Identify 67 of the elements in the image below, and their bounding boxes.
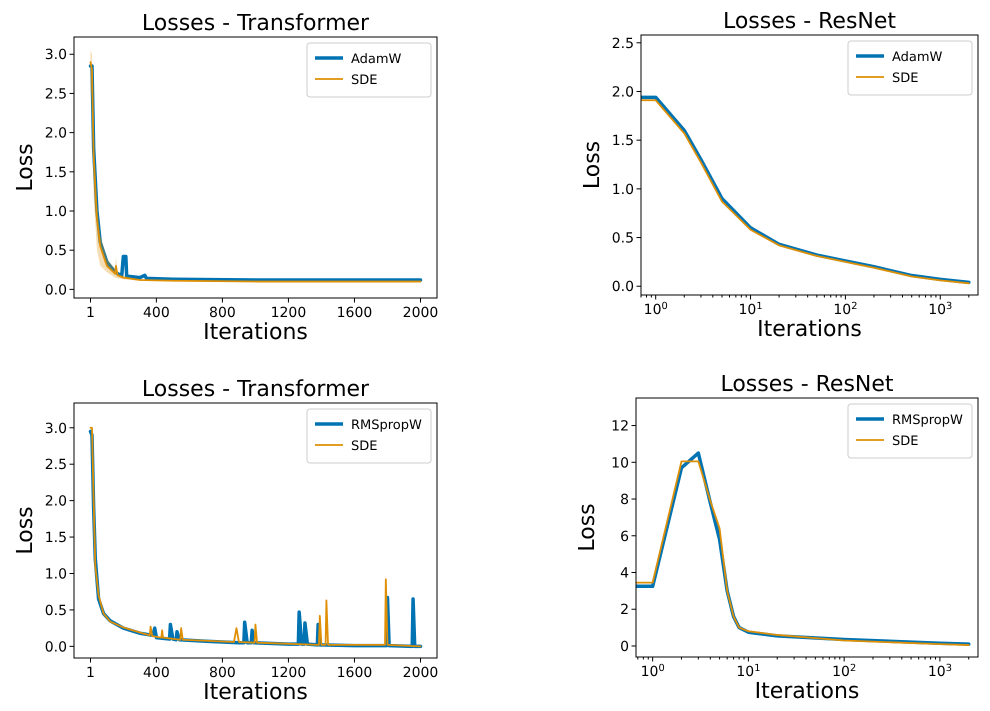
x-tick-label: 10$^{2}$ (832, 662, 856, 680)
y-tick-label: 1.5 (612, 133, 634, 150)
x-tick-label: 1600 (336, 305, 372, 321)
x-tick-label: 10$^{0}$ (644, 300, 668, 318)
y-tick-label: 0 (620, 638, 629, 655)
y-tick-label: 1.0 (44, 566, 67, 582)
x-tick-label: 1 (86, 305, 95, 321)
y-tick-label: 1.5 (44, 164, 67, 181)
x-tick-label: 400 (143, 305, 170, 321)
y-tick-label: 8 (620, 492, 629, 508)
chart-title: Losses - Transformer (142, 377, 370, 402)
y-tick-label: 3.0 (44, 47, 67, 64)
legend-label: AdamW (351, 52, 402, 67)
x-tick-label: 800 (209, 665, 236, 681)
y-tick-label: 0.5 (44, 602, 67, 619)
x-tick-label: 10$^{0}$ (640, 662, 665, 680)
x-tick-label: 400 (143, 665, 170, 681)
y-tick-label: 3.0 (44, 420, 67, 437)
legend-label: SDE (351, 439, 378, 454)
legend-label: SDE (892, 434, 918, 449)
x-tick-label: 2000 (402, 305, 438, 321)
chart-title: Losses - Transformer (142, 11, 370, 36)
x-tick-label: 2000 (402, 665, 438, 681)
y-axis-title: Loss (580, 140, 605, 190)
y-axis-title: Loss (13, 143, 38, 192)
y-tick-label: 4 (620, 566, 630, 582)
x-tick-label: 10$^{1}$ (738, 300, 763, 318)
y-tick-label: 0.0 (612, 279, 634, 296)
legend-label: RMSpropW (351, 418, 422, 433)
y-tick-label: 2.0 (612, 84, 634, 100)
x-tick-label: 1200 (270, 305, 306, 321)
y-axis-title: Loss (575, 503, 600, 552)
y-tick-label: 1.0 (44, 204, 67, 220)
y-tick-label: 0.0 (44, 639, 67, 656)
legend-label: SDE (892, 71, 918, 86)
x-tick-label: 10$^{3}$ (928, 662, 952, 680)
x-tick-label: 800 (209, 305, 236, 321)
y-tick-label: 0.0 (44, 282, 67, 298)
y-tick-label: 1.5 (44, 530, 67, 546)
x-tick-label: 10$^{2}$ (833, 300, 858, 318)
x-axis-title: Iterations (754, 679, 860, 704)
y-tick-label: 2.0 (44, 494, 67, 510)
x-axis-title: Iterations (203, 680, 308, 705)
x-tick-label: 1600 (336, 665, 372, 681)
x-axis-title: Iterations (203, 320, 308, 345)
y-tick-label: 2.5 (612, 36, 634, 52)
legend-label: RMSpropW (892, 413, 964, 428)
x-tick-label: 1 (86, 665, 95, 681)
chart-title: Losses - ResNet (722, 9, 896, 34)
y-tick-label: 10 (611, 455, 629, 472)
y-tick-label: 6 (620, 528, 630, 545)
y-axis-title: Loss (13, 506, 38, 555)
x-axis-title: Iterations (757, 317, 862, 342)
y-tick-label: 0.5 (44, 243, 67, 260)
legend-label: SDE (351, 73, 378, 88)
y-tick-label: 0.5 (612, 230, 634, 247)
x-tick-label: 1200 (270, 665, 306, 681)
y-tick-label: 2.5 (44, 86, 67, 102)
y-tick-label: 12 (611, 418, 629, 435)
y-tick-label: 1.0 (612, 182, 634, 198)
y-tick-label: 2.0 (44, 126, 67, 142)
x-tick-label: 10$^{3}$ (928, 300, 952, 318)
y-tick-label: 2.5 (44, 457, 67, 474)
x-tick-label: 10$^{1}$ (736, 662, 760, 680)
y-tick-label: 2 (620, 602, 629, 618)
legend-label: AdamW (892, 50, 943, 65)
chart-title: Losses - ResNet (720, 372, 894, 397)
